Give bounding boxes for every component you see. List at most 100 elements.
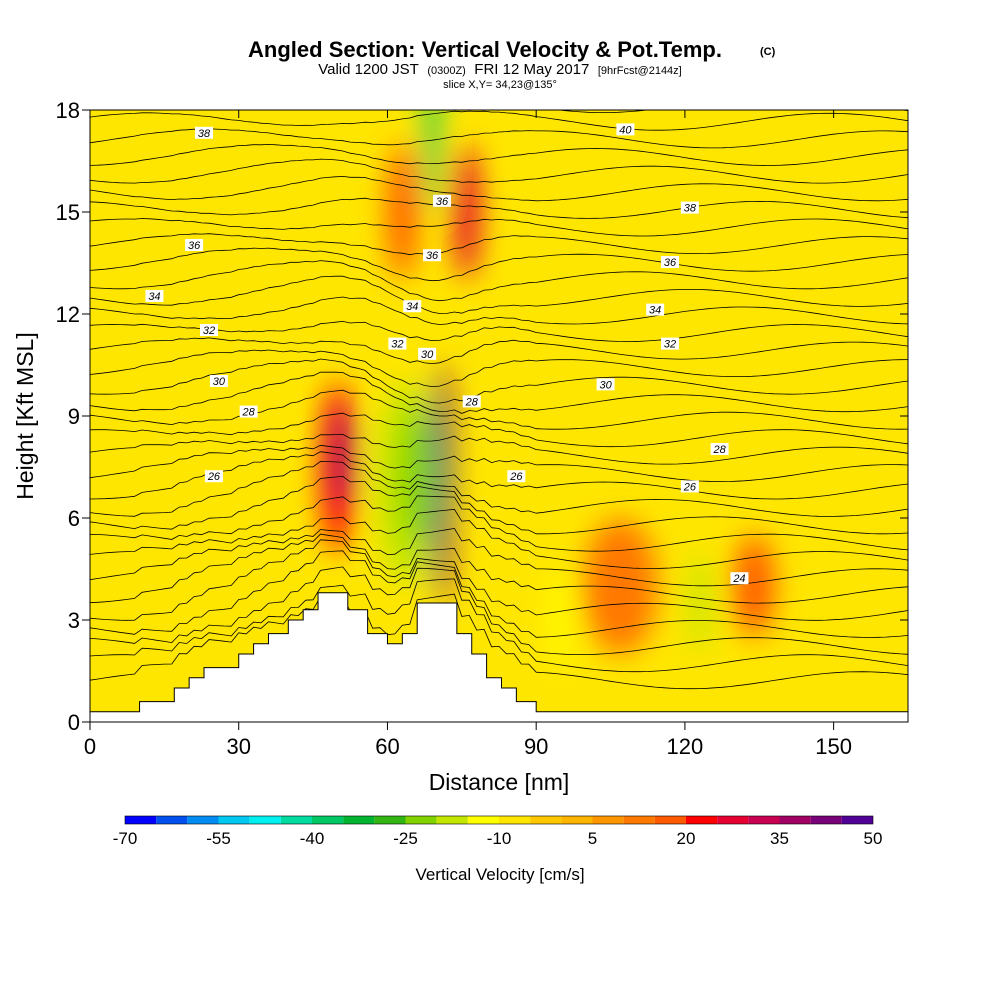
isentrope-label: 32	[388, 337, 407, 351]
colorbar-swatch	[810, 816, 842, 824]
isentrope-label-bg	[661, 256, 680, 268]
y-tick-label: 3	[68, 608, 80, 633]
isentrope-line	[90, 389, 908, 430]
x-tick-label: 30	[226, 734, 250, 759]
y-tick-label: 15	[56, 200, 80, 225]
velocity-cell	[124, 110, 175, 246]
x-axis-label: Distance [nm]	[429, 769, 570, 795]
isentrope-label-text: 34	[148, 291, 160, 303]
isentrope-label-bg	[616, 123, 635, 136]
y-tick-label: 12	[56, 302, 80, 327]
velocity-cell	[454, 144, 480, 280]
isentrope-line	[90, 539, 908, 621]
colorbar-swatch	[374, 816, 406, 824]
isentrope-line	[90, 460, 908, 517]
colorbar-swatch	[312, 816, 344, 824]
isentrope-line	[90, 233, 908, 256]
colorbar-label: 50	[864, 829, 883, 848]
colorbar-swatch	[686, 816, 718, 824]
colorbar-swatch	[218, 816, 250, 824]
isentrope-line	[90, 247, 908, 282]
velocity-cell	[583, 518, 658, 654]
isentrope-label-bg	[730, 572, 749, 585]
colorbar-swatch	[125, 816, 157, 824]
isentrope-label: 30	[596, 378, 615, 391]
isentrope-label-bg	[403, 300, 422, 313]
isentrope-label-text: 34	[406, 301, 418, 313]
isentrope-line	[90, 533, 908, 604]
x-tick-label: 120	[667, 734, 704, 759]
x-axis: 0 30 60 90 120 150	[84, 110, 852, 759]
isentrope-line	[90, 128, 908, 149]
colorbar-label: -40	[300, 829, 325, 848]
isentrope-label-bg	[423, 249, 442, 262]
x-tick-label: 90	[524, 734, 548, 759]
colorbar-frame	[124, 815, 874, 825]
isentrope-label-text: 34	[649, 305, 661, 317]
isentrope-line	[90, 475, 908, 535]
velocity-cell	[332, 405, 353, 508]
isentrope-label-text: 30	[421, 349, 434, 361]
isentrope-line	[90, 451, 908, 500]
isentrope-label-bg	[145, 290, 164, 302]
isentrope-label: 34	[145, 290, 164, 303]
isentrope-line	[90, 275, 908, 314]
velocity-cell	[387, 144, 418, 280]
chart-title-suffix: (C)	[760, 46, 776, 58]
colorbar-label: -10	[487, 829, 512, 848]
colorbar-label: 5	[588, 829, 597, 848]
isentrope-line	[90, 260, 908, 302]
isentrope-line	[90, 110, 908, 131]
subtitle-date: FRI 12 May 2017	[474, 61, 589, 78]
colorbar-swatch	[841, 816, 873, 824]
colorbar-swatch	[343, 816, 375, 824]
isentrope-label-text: 26	[509, 471, 523, 483]
isentrope-label-text: 36	[664, 257, 677, 269]
colorbar-swatch	[405, 816, 437, 824]
isentrope-label-text: 28	[242, 407, 256, 419]
colorbar-swatch	[187, 816, 219, 824]
isentrope-label: 38	[195, 126, 214, 140]
isentrope-line	[90, 143, 908, 166]
plot-area: 38 40 36 38 36 36 36 34 34 34 32 32 32 30 30 30 28 28 28 26…	[90, 110, 908, 722]
isentrope-labels: 38 40 36 38 36 36 36 34 34 34 32 32 32 30 30 30 28 28 28 26…	[145, 123, 749, 585]
isentrope-label-bg	[661, 337, 680, 350]
isentrope-lines	[90, 110, 908, 690]
colorbar-swatch	[654, 816, 686, 824]
terrain	[90, 592, 908, 722]
colorbar-swatch	[530, 816, 562, 824]
isentrope-label-text: 28	[712, 444, 726, 456]
colorbar-swatch	[561, 816, 593, 824]
isentrope-line	[90, 296, 908, 325]
colorbar-label: -25	[393, 829, 418, 848]
isentrope-label-bg	[209, 375, 228, 387]
colorbar-title: Vertical Velocity [cm/s]	[415, 865, 584, 884]
isentrope-label: 36	[423, 249, 442, 262]
isentrope-label: 24	[730, 572, 749, 585]
isentrope-line	[90, 349, 908, 388]
y-tick-label: 9	[68, 404, 80, 429]
isentrope-label-bg	[432, 194, 451, 207]
colorbar-swatch	[717, 816, 749, 824]
y-tick-label: 18	[56, 98, 80, 123]
isentrope-label-text: 24	[732, 573, 745, 585]
isentrope-label-bg	[507, 470, 526, 483]
velocity-cell	[437, 399, 447, 535]
isentrope-line	[90, 371, 908, 414]
velocity-cell	[551, 569, 571, 671]
isentrope-label-bg	[239, 405, 258, 418]
isentrope-label: 30	[209, 375, 228, 388]
isentrope-label-text: 36	[188, 240, 201, 252]
isentrope-label-text: 26	[207, 471, 221, 483]
isentrope-label-bg	[195, 126, 214, 139]
isentrope-label-bg	[418, 347, 437, 360]
velocity-cell	[689, 552, 710, 654]
x-tick-label: 0	[84, 734, 96, 759]
colorbar-label: 35	[770, 829, 789, 848]
colorbar-swatch	[156, 816, 188, 824]
colorbar-swatch	[436, 816, 468, 824]
isentrope-label: 36	[661, 256, 680, 269]
plot-background	[90, 110, 908, 722]
isentrope-label-bg	[199, 324, 218, 336]
isentrope-label-bg	[185, 239, 204, 251]
